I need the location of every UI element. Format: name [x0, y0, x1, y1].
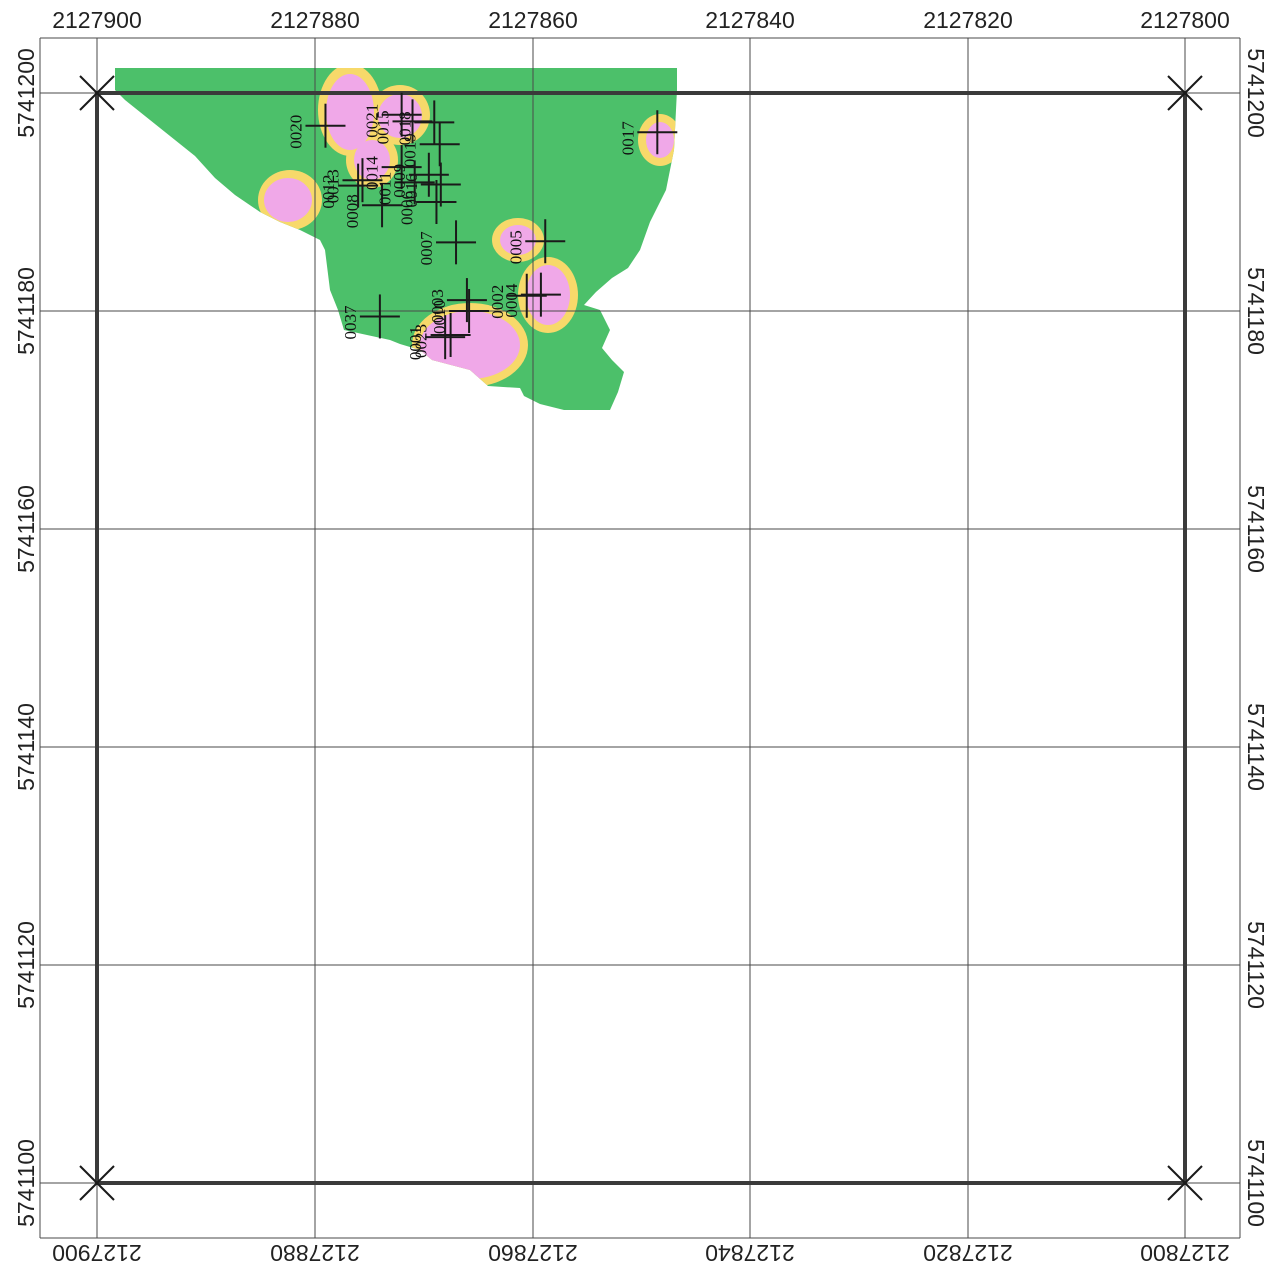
station-marker: 0013	[323, 158, 383, 203]
right-y-tick-label: 5741120	[1243, 921, 1269, 1009]
station-label: 0013	[323, 169, 342, 203]
station-label: 0037	[341, 305, 360, 340]
station-marker: 0005	[506, 219, 566, 264]
bottom-x-tick-label: 2127800	[1140, 1240, 1230, 1266]
station-label: 0012	[319, 175, 338, 209]
bottom-axis-labels: 2127900 2127880 2127860 2127840 2127820 …	[52, 1240, 1230, 1266]
corner-marker-top-right	[1167, 75, 1203, 111]
station-marker: 0017	[618, 110, 678, 156]
station-marker: 0007	[417, 220, 477, 266]
station-label: 0009	[390, 164, 409, 198]
station-marker: 0003	[428, 278, 487, 323]
right-y-tick-label: 5741140	[1243, 703, 1269, 791]
station-marker: 0019	[401, 122, 460, 167]
station-label: 0019	[401, 133, 420, 167]
bottom-x-tick-label: 2127860	[488, 1240, 578, 1266]
corner-marker-top-left	[79, 75, 115, 111]
top-x-tick-label: 2127840	[705, 7, 795, 33]
station-label: 0021	[363, 104, 382, 138]
corner-marker-bottom-right	[1167, 1165, 1203, 1201]
station-label: 0004	[502, 283, 521, 318]
station-marker: 0001	[406, 315, 466, 360]
station-label: 0018	[395, 111, 414, 145]
anomaly-core	[500, 225, 536, 255]
station-label: 0010	[430, 300, 449, 334]
bottom-x-tick-label: 2127880	[270, 1240, 360, 1266]
anomaly-core	[646, 122, 674, 158]
top-x-tick-label: 2127900	[52, 7, 142, 33]
left-y-tick-label: 5741140	[13, 703, 39, 791]
station-label: 0003	[428, 289, 447, 323]
station-marker: 0023	[412, 312, 471, 358]
station-label: 0002	[488, 285, 507, 319]
bottom-x-tick-label: 2127840	[705, 1240, 795, 1266]
anomaly-core	[264, 178, 312, 222]
station-marker: 0015	[374, 99, 433, 144]
station-label: 0001	[406, 326, 425, 360]
station-marker: 0037	[341, 294, 400, 339]
left-y-tick-label: 5741100	[13, 1139, 39, 1227]
station-label: 0008	[343, 194, 362, 228]
left-y-tick-label: 5741200	[13, 48, 39, 138]
top-x-tick-label: 2127820	[923, 7, 1013, 33]
station-marker: 0021	[363, 92, 422, 138]
station-label: 0011	[376, 172, 395, 205]
station-label: 0005	[506, 230, 525, 264]
station-label: 0006	[397, 191, 416, 225]
corner-markers	[79, 75, 1203, 1201]
corner-marker-bottom-left	[79, 1165, 115, 1201]
station-marker: 0018	[395, 100, 455, 145]
right-axis-labels: 5741200 5741180 5741160 5741140 5741120 …	[1243, 48, 1269, 1227]
station-label: 0023	[412, 324, 431, 358]
station-label: 0015	[374, 110, 393, 144]
right-y-tick-label: 5741100	[1243, 1139, 1269, 1227]
station-label: 0014	[363, 156, 382, 191]
left-y-tick-label: 5741180	[13, 267, 39, 355]
survey-boundary	[95, 91, 1187, 1185]
bottom-x-tick-label: 2127820	[923, 1240, 1013, 1266]
station-marker: 0020	[286, 103, 346, 149]
left-axis-labels: 5741200 5741180 5741160 5741140 5741120 …	[13, 48, 39, 1227]
station-marker: 0010	[430, 289, 490, 334]
anomaly-core-layer	[264, 74, 674, 379]
right-y-tick-label: 5741160	[1243, 485, 1269, 573]
top-x-tick-label: 2127860	[488, 7, 578, 33]
station-marker: 0009	[390, 152, 449, 198]
station-marker: 0012	[319, 163, 379, 209]
top-axis-labels: 2127900 2127880 2127860 2127840 2127820 …	[52, 7, 1230, 33]
anomaly-core	[378, 94, 422, 138]
bottom-x-tick-label: 2127900	[52, 1240, 142, 1266]
station-label: 0020	[286, 115, 305, 149]
right-y-tick-label: 5741200	[1243, 48, 1269, 138]
station-marker: 0006	[397, 180, 457, 225]
station-marker: 0002	[488, 273, 547, 319]
left-y-tick-label: 5741120	[13, 921, 39, 1009]
right-y-tick-label: 5741180	[1243, 267, 1269, 355]
station-label: 0007	[417, 231, 436, 266]
top-x-tick-label: 2127880	[270, 7, 360, 33]
station-marker: 0011	[376, 160, 435, 205]
station-label: 0017	[618, 121, 637, 156]
top-x-tick-label: 2127800	[1140, 7, 1230, 33]
left-y-tick-label: 5741160	[13, 485, 39, 573]
